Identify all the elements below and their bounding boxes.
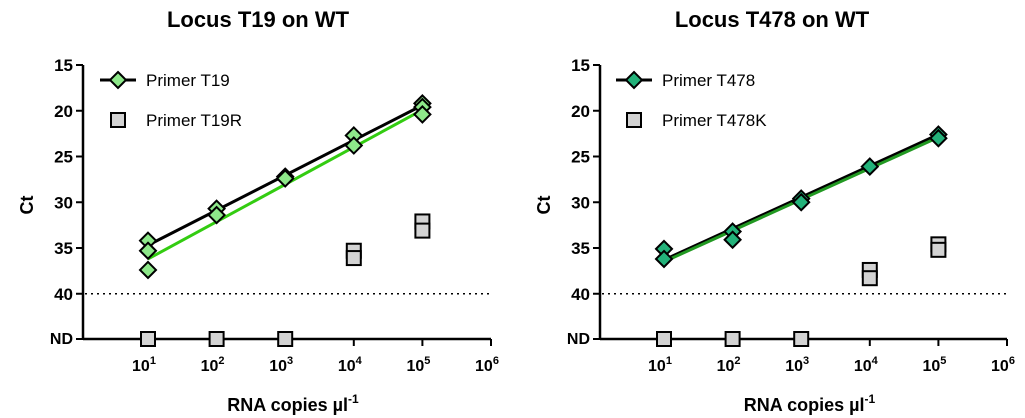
legend-marker-square — [110, 112, 126, 128]
legend-marker-diamond — [624, 70, 644, 90]
y-tick-label: 20 — [54, 102, 73, 121]
y-axis-label: Ct — [17, 196, 37, 215]
series-1 — [654, 125, 948, 269]
chart-panel-2: Locus T478 on WT 15 20 25 30 35 40 ND Ct 101 102 10… — [534, 7, 1015, 415]
data-point-square — [656, 331, 672, 347]
data-point-diamond — [138, 260, 158, 280]
x-tick-label: 106 — [475, 355, 499, 375]
legend-label: Primer T478K — [662, 111, 767, 130]
y-tick-label: 35 — [571, 239, 590, 258]
data-point-diamond — [412, 104, 432, 124]
y-tick-label-nd: ND — [50, 331, 73, 348]
legend-marker-square — [626, 112, 642, 128]
data-point-diamond — [138, 241, 158, 261]
data-point-square — [277, 331, 294, 347]
y-tick-label: 20 — [571, 102, 590, 121]
data-point-diamond — [928, 128, 948, 148]
data-point-square — [208, 331, 225, 347]
data-point-square — [861, 270, 878, 287]
y-tick-label: 15 — [571, 56, 590, 75]
legend-label: Primer T19 — [146, 71, 230, 90]
chart-panel-1: Locus T19 on WT 15 20 25 30 35 40 ND Ct 101 102 103… — [17, 7, 499, 415]
y-tick-label: 35 — [54, 239, 73, 258]
legend: Primer T478 Primer T478K — [616, 70, 767, 130]
x-tick-label: 101 — [132, 355, 156, 375]
x-tick-label: 104 — [854, 355, 879, 375]
data-point-diamond — [275, 169, 295, 188]
data-point-diamond — [791, 192, 811, 212]
series-2 — [656, 236, 947, 347]
x-axis-label: RNA copies µl-1 — [227, 392, 359, 415]
data-point-diamond — [723, 230, 743, 250]
data-point-diamond — [207, 205, 227, 225]
data-point-diamond — [344, 136, 364, 155]
y-tick-label: 25 — [54, 148, 73, 167]
x-tick-label: 106 — [991, 355, 1015, 375]
data-point-diamond — [860, 157, 880, 176]
x-tick-label: 104 — [338, 355, 363, 375]
x-tick-label: 103 — [785, 355, 809, 375]
series-1 — [138, 94, 432, 280]
x-tick-label: 105 — [922, 355, 946, 375]
x-tick-label: 102 — [717, 355, 741, 375]
data-point-square — [724, 331, 741, 347]
data-point-diamond — [654, 249, 674, 269]
data-point-square — [793, 331, 810, 347]
x-tick-label: 102 — [201, 355, 225, 375]
y-tick-label-nd: ND — [567, 331, 590, 348]
legend-marker-diamond — [108, 70, 128, 90]
data-point-square — [414, 222, 431, 239]
chart-title: Locus T478 on WT — [675, 7, 870, 32]
y-tick-label: 15 — [54, 56, 73, 75]
series-2 — [140, 213, 431, 347]
x-axis-label: RNA copies µl-1 — [744, 392, 876, 415]
data-point-square — [345, 250, 362, 267]
legend-label: Primer T19R — [146, 111, 242, 130]
x-tick-label: 103 — [269, 355, 293, 375]
legend-label: Primer T478 — [662, 71, 755, 90]
data-point-square — [140, 331, 156, 347]
y-tick-label: 40 — [54, 285, 73, 304]
legend: Primer T19 Primer T19R — [100, 70, 242, 130]
y-tick-label: 40 — [571, 285, 590, 304]
chart-title: Locus T19 on WT — [167, 7, 350, 32]
y-tick-label: 30 — [54, 193, 73, 212]
x-tick-label: 105 — [406, 355, 430, 375]
y-tick-label: 30 — [571, 193, 590, 212]
y-tick-label: 25 — [571, 148, 590, 167]
data-point-square — [930, 241, 947, 258]
x-tick-label: 101 — [648, 355, 672, 375]
y-axis-label: Ct — [534, 196, 554, 215]
